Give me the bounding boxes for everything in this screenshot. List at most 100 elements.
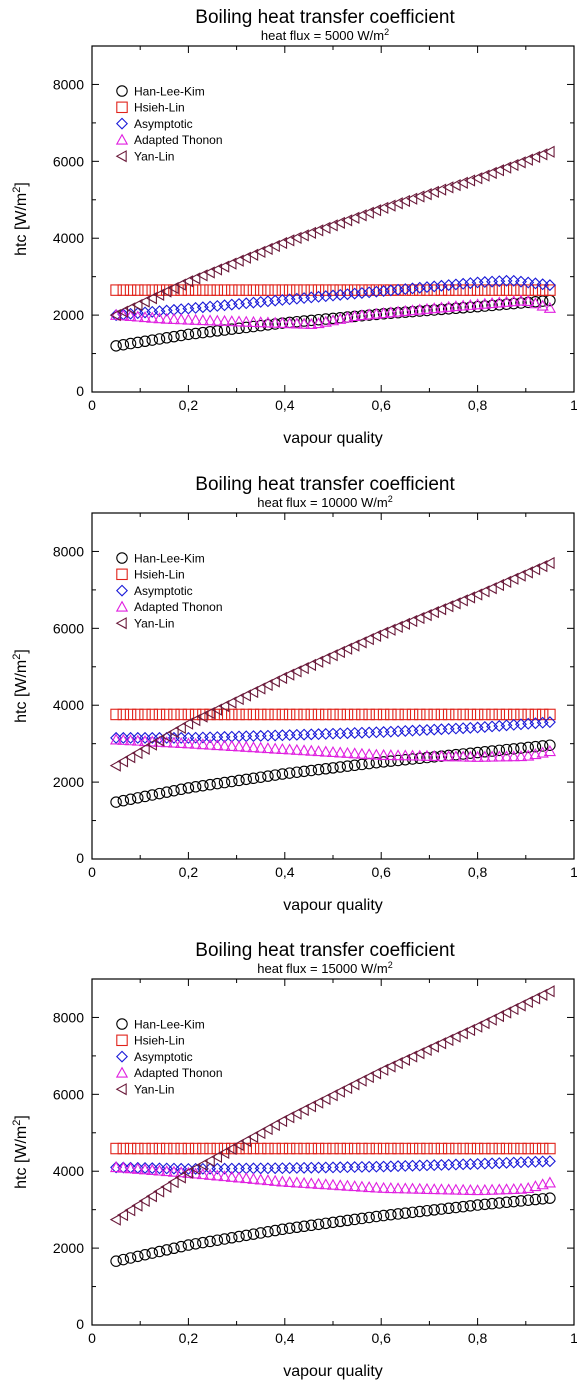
data-point — [247, 1162, 260, 1175]
data-point — [189, 301, 202, 314]
data-point — [420, 188, 432, 201]
data-point — [348, 1078, 360, 1091]
data-point — [493, 708, 506, 721]
data-point — [124, 284, 137, 296]
data-point — [298, 1142, 310, 1155]
data-point — [399, 284, 412, 296]
data-point — [370, 756, 383, 769]
data-point — [406, 304, 419, 316]
y-tick-label: 4000 — [53, 697, 84, 713]
data-point — [529, 708, 542, 721]
data-point — [305, 728, 318, 741]
data-point — [384, 1060, 396, 1073]
legend: Han-Lee-Kim Hsieh-Lin Asymptotic Adapted Th… — [115, 551, 223, 631]
data-point — [276, 293, 289, 306]
data-point — [363, 286, 376, 299]
data-point — [182, 708, 195, 721]
data-point — [254, 1173, 267, 1185]
data-point — [456, 1027, 468, 1040]
data-point — [492, 578, 505, 592]
data-point — [269, 1142, 281, 1155]
data-point — [175, 313, 188, 325]
data-point — [479, 708, 491, 721]
legend-marker — [116, 1050, 128, 1063]
data-point — [291, 1221, 303, 1234]
data-point — [457, 284, 469, 296]
data-point — [507, 295, 520, 307]
data-point — [363, 1181, 376, 1193]
data-point — [377, 726, 390, 738]
data-point — [370, 1142, 383, 1155]
data-point — [456, 176, 468, 189]
data-point — [160, 285, 172, 298]
data-point — [240, 1172, 253, 1184]
data-point — [370, 1067, 382, 1080]
data-point — [261, 742, 275, 754]
data-point — [254, 682, 266, 695]
data-point — [146, 1247, 159, 1259]
data-point — [196, 738, 209, 750]
data-point — [529, 284, 542, 296]
data-point — [515, 1156, 527, 1169]
data-point — [298, 315, 310, 327]
data-point — [211, 1169, 224, 1181]
data-point — [529, 277, 542, 290]
data-point — [305, 314, 318, 327]
data-point — [204, 1235, 216, 1248]
data-point — [189, 284, 202, 296]
legend-marker — [115, 1066, 129, 1078]
data-point — [211, 299, 224, 312]
data-point — [153, 312, 166, 324]
data-point — [261, 316, 275, 328]
y-tick-label: 4000 — [53, 1163, 84, 1179]
legend-marker — [116, 552, 128, 564]
legend-label: Adapted Thonon — [134, 133, 223, 147]
data-point — [428, 723, 441, 736]
data-point — [269, 769, 281, 781]
data-point — [124, 337, 137, 350]
data-point — [406, 1159, 419, 1172]
data-point — [254, 741, 267, 753]
data-point — [362, 1070, 374, 1084]
data-point — [522, 276, 535, 289]
data-point — [124, 1162, 137, 1174]
data-point — [132, 284, 144, 296]
data-point — [414, 708, 426, 721]
data-point — [377, 1160, 390, 1173]
data-point — [421, 723, 433, 736]
data-point — [233, 774, 245, 787]
data-point — [305, 1142, 318, 1155]
data-point — [189, 272, 201, 285]
data-point — [291, 708, 303, 721]
data-point — [333, 1085, 345, 1098]
data-point — [218, 260, 230, 273]
data-point — [145, 1190, 157, 1203]
data-point — [304, 1100, 317, 1113]
data-point — [406, 1050, 418, 1063]
data-point — [254, 319, 267, 332]
data-point — [471, 1142, 484, 1155]
data-point — [493, 719, 506, 732]
data-point — [544, 739, 556, 751]
data-point — [116, 1208, 129, 1222]
data-point — [442, 181, 454, 194]
data-point — [197, 779, 209, 792]
data-point — [327, 1216, 339, 1229]
data-point — [196, 301, 209, 314]
data-point — [464, 1142, 477, 1155]
data-point — [247, 685, 259, 699]
data-point — [175, 736, 188, 748]
data-point — [232, 1138, 244, 1152]
data-point — [384, 199, 396, 212]
data-point — [304, 226, 317, 240]
data-point — [283, 1175, 296, 1188]
x-tick-label: 0,8 — [468, 397, 488, 413]
data-point — [370, 1181, 383, 1193]
data-point — [392, 283, 405, 296]
data-point — [398, 194, 411, 208]
data-point — [450, 1142, 462, 1155]
data-point — [334, 1161, 347, 1174]
data-point — [515, 708, 527, 721]
